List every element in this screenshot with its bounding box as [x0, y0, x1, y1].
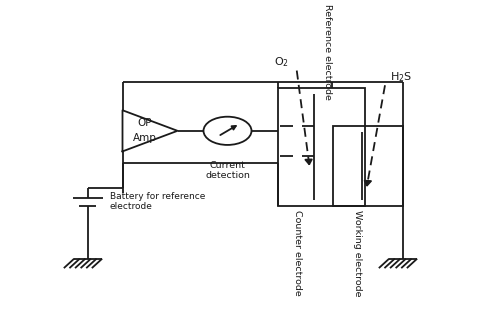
- Text: H$_2$S: H$_2$S: [390, 70, 412, 84]
- Bar: [332, 126, 402, 206]
- Text: Current
detection: Current detection: [205, 161, 250, 181]
- Text: O$_2$: O$_2$: [274, 55, 289, 69]
- Text: Battery for reference
electrode: Battery for reference electrode: [110, 192, 206, 211]
- Text: Counter electrode: Counter electrode: [293, 210, 302, 296]
- Polygon shape: [305, 159, 312, 165]
- Text: OP: OP: [138, 119, 152, 129]
- Text: Amp: Amp: [133, 133, 157, 143]
- Text: Working electrode: Working electrode: [353, 210, 362, 297]
- Text: Reference electrode: Reference electrode: [323, 4, 332, 100]
- Bar: [278, 88, 365, 206]
- Polygon shape: [364, 180, 372, 186]
